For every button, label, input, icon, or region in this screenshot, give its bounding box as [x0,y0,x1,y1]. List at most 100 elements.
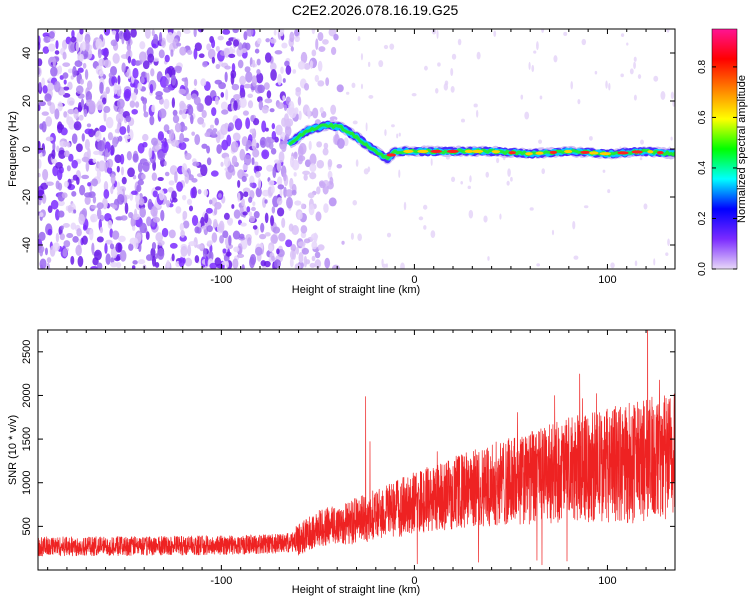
heatmap-cell [168,229,176,239]
heatmap-cell [44,247,48,256]
heatmap-cell [193,47,198,60]
heatmap-cell [55,40,59,50]
heatmap-cell [168,180,175,186]
heatmap-cell [73,108,79,120]
heatmap-cell [244,66,251,73]
heatmap-cell [44,93,52,102]
heatmap-cell [110,261,118,268]
heatmap-cell [247,93,254,98]
heatmap-cell [130,29,137,38]
heatmap-cell [207,240,214,245]
heatmap-cell [67,97,75,106]
heatmap-cell [252,59,256,68]
heatmap-cell [77,255,84,268]
chart-title: C2E2.2026.078.16.19.G25 [291,2,459,18]
heatmap-cell [71,159,78,169]
heatmap-cell [232,230,241,240]
heatmap-cell [626,42,629,46]
heatmap-cell [602,169,606,173]
heatmap-cell [276,248,280,255]
heatmap-cell [467,185,472,190]
heatmap-cell [298,110,302,121]
heatmap-cell [242,110,249,116]
heatmap-cell [228,53,236,59]
heatmap-cell [323,203,329,214]
heatmap-cell [39,152,43,158]
heatmap-cell [570,81,573,90]
heatmap-cell [137,162,143,173]
heatmap-cell [233,94,241,100]
heatmap-cell [257,37,262,45]
heatmap-cell [276,160,282,172]
heatmap-cell [151,255,157,267]
heatmap-cell [242,163,249,171]
heatmap-cell [294,151,298,157]
heatmap-cell [204,212,209,224]
heatmap-cell [536,263,540,267]
heatmap-cell [147,198,153,211]
ridge-peak [430,149,442,153]
heatmap-cell [106,158,114,169]
heatmap-cell [286,196,293,209]
heatmap-cell [41,121,47,133]
heatmap-cell [132,260,138,265]
heatmap-cell [114,84,122,90]
heatmap-cell [252,117,260,126]
heatmap-cell [157,150,166,161]
heatmap-cell [260,222,265,233]
heatmap-cell [200,164,208,177]
heatmap-cell [170,49,174,57]
heatmap-cell [241,175,247,182]
heatmap-cell [384,129,387,137]
heatmap-cell [158,108,167,119]
heatmap-cell [510,176,513,182]
heatmap-cell [84,69,89,80]
heatmap-cell [309,60,313,70]
heatmap-cell [212,128,218,133]
heatmap-cell [240,222,247,227]
heatmap-cell [230,141,239,153]
heatmap-cell [418,216,424,221]
heatmap-cell [262,265,267,269]
heatmap-cell [86,123,92,128]
heatmap-cell [119,153,125,165]
heatmap-cell [39,249,44,257]
heatmap-cell [499,213,502,220]
heatmap-cell [245,117,251,130]
heatmap-cell [182,125,188,131]
heatmap-cell [264,136,272,148]
heatmap-cell [164,171,170,177]
heatmap-cell [127,45,131,55]
heatmap-cell [105,253,111,265]
heatmap-cell [383,44,389,50]
heatmap-cell [166,259,171,269]
heatmap-cell [108,72,113,78]
heatmap-cell [127,55,132,64]
heatmap-cell [264,199,268,204]
heatmap-cell [202,248,207,258]
heatmap-cell [55,162,63,169]
heatmap-cell [63,79,67,85]
heatmap-cell [191,178,198,183]
heatmap-cell [79,53,84,62]
heatmap-cell [289,155,295,168]
heatmap-cell [100,48,108,56]
heatmap-cell [40,182,49,190]
heatmap-cell [163,98,170,110]
heatmap-cell [360,83,364,90]
heatmap-cell [294,263,301,269]
heatmap-cell [322,39,329,45]
heatmap-cell [633,56,637,62]
y-tick-label: 1500 [21,427,33,451]
heatmap-cell [256,58,261,66]
heatmap-cell [270,147,277,155]
heatmap-cell [97,140,106,152]
heatmap-cell [295,246,300,255]
heatmap-cell [325,77,330,87]
heatmap-cell [272,166,277,179]
heatmap-cell [110,186,114,195]
heatmap-cell [38,58,43,67]
colorbar-gradient [711,28,738,270]
heatmap-cell [84,195,91,205]
heatmap-cell [670,136,673,141]
